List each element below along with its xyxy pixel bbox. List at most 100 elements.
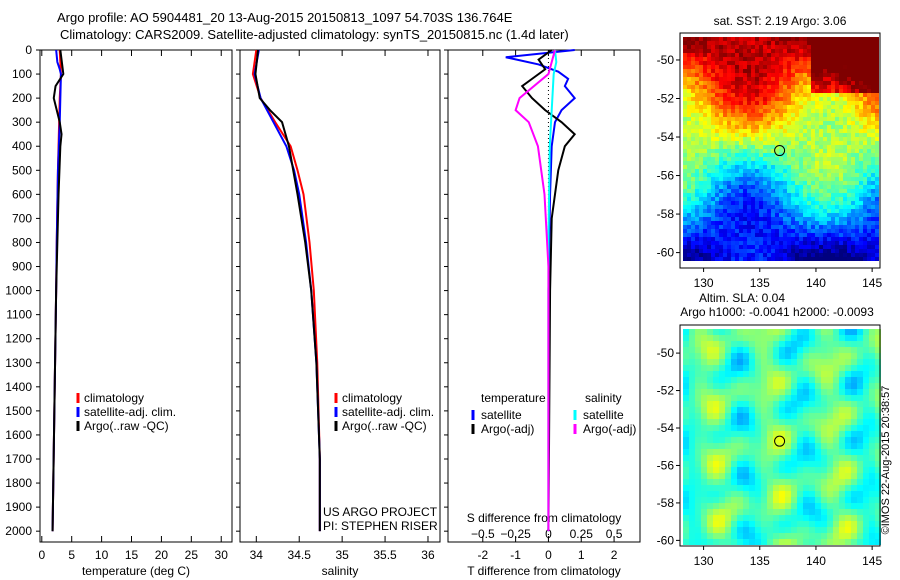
x-tick-label: 30	[215, 548, 229, 562]
sla_map-field	[683, 329, 881, 545]
y-tick-label: -54	[657, 421, 675, 435]
y-tick-label: -52	[657, 384, 675, 398]
y-tick-label: 1500	[5, 404, 32, 418]
legend-label: Argo(-adj)	[481, 422, 534, 436]
series-satellite-adj-clim-	[253, 49, 321, 532]
difference-frame	[447, 49, 641, 543]
legend-label: Argo(..raw -QC)	[342, 419, 427, 433]
y-tick-label: 1600	[5, 428, 32, 442]
legend-label: climatology	[84, 391, 144, 405]
credit-text: ©IMOS 22-Aug-2015 20:38:57	[880, 385, 892, 535]
x-tick-label: 0	[545, 548, 552, 562]
x-tick-label: 35	[335, 548, 349, 562]
series-t-argo-adj-	[520, 49, 577, 532]
temperature-panel: 0 5 10 15 20 25 30 temperature (deg C) 0 100 200 30…	[5, 43, 233, 578]
x2-tick-label: 0.5	[606, 527, 623, 541]
y-tick-label: -54	[657, 130, 675, 144]
title-line1: Argo profile: AO 5904481_20 13-Aug-2015 …	[57, 10, 513, 25]
x-tick-label: -2	[477, 548, 488, 562]
x-tick-label: 35.5	[373, 548, 397, 562]
x2-tick-label: −0.5	[471, 527, 495, 541]
series-climatology	[251, 49, 321, 532]
y-tick-label: 1300	[5, 356, 32, 370]
y-tick-label: -58	[657, 207, 675, 221]
y-tick-label: -50	[657, 346, 675, 360]
y-tick-label: 600	[12, 187, 32, 201]
y-tick-label: 400	[12, 139, 32, 153]
x-tick-label: 140	[806, 554, 826, 568]
series-t-satellite	[505, 49, 577, 532]
y-tick-label: 1900	[5, 500, 32, 514]
salinity-panel: 34 34.5 35 35.5 36 salinity climatologysatelli…	[236, 49, 441, 578]
x-tick-label: 130	[694, 276, 714, 290]
sst-map-title: sat. SST: 2.19 Argo: 3.06	[714, 14, 847, 28]
y-tick-label: -60	[657, 246, 675, 260]
x-tick-label: -1	[510, 548, 521, 562]
legend-label: satellite-adj. clim.	[342, 405, 434, 419]
legend-header: salinity	[585, 391, 622, 405]
difference-xlabel: T difference from climatology	[467, 564, 621, 578]
y-tick-label: 1400	[5, 380, 32, 394]
x-tick-label: 1	[578, 548, 585, 562]
temperature-xlabel: temperature (deg C)	[82, 564, 190, 578]
x-tick-label: 5	[68, 548, 75, 562]
series-argo-raw-qc-	[51, 49, 65, 532]
y-tick-label: -60	[657, 533, 675, 547]
y-tick-label: -56	[657, 169, 675, 183]
salinity-frame	[239, 49, 441, 543]
series-argo-raw-qc-	[254, 49, 321, 532]
x-tick-label: 145	[862, 276, 882, 290]
y-tick-label: 700	[12, 211, 32, 225]
y-tick-label: 100	[12, 67, 32, 81]
x-tick-label: 10	[95, 548, 109, 562]
x-tick-label: 130	[694, 554, 714, 568]
y-tick-label: -58	[657, 496, 675, 510]
x2-tick-label: 0.25	[570, 527, 594, 541]
legend-label: satellite	[583, 408, 624, 422]
sla-map-subtitle: Argo h1000: -0.0041 h2000: -0.0093	[680, 305, 874, 319]
x-tick-label: 145	[862, 554, 882, 568]
x-tick-label: 25	[185, 548, 199, 562]
y-tick-label: 500	[12, 163, 32, 177]
y-tick-label: 1700	[5, 452, 32, 466]
x-tick-label: 34.5	[288, 548, 312, 562]
sla-map-title: Altim. SLA: 0.04	[699, 291, 785, 305]
y-tick-label: 200	[12, 91, 32, 105]
legend-label: Argo(..raw -QC)	[84, 419, 169, 433]
sst_map-field	[683, 37, 879, 261]
title-line2: Climatology: CARS2009. Satellite-adjuste…	[60, 27, 569, 42]
float-position-marker	[774, 435, 786, 447]
x-tick-label: 20	[155, 548, 169, 562]
project-line2: PI: STEPHEN RISER	[323, 519, 438, 533]
y-tick-label: 300	[12, 115, 32, 129]
x-tick-label: 15	[125, 548, 139, 562]
y-tick-label: 1000	[5, 284, 32, 298]
y-tick-label: -50	[657, 53, 675, 67]
y-tick-label: 1800	[5, 476, 32, 490]
sst_map: 130 135 140 145 -50 -52 -54 -56 -58 -60 sat. SST: …	[657, 14, 883, 290]
temperature-frame	[39, 49, 233, 543]
project-line1: US ARGO PROJECT	[323, 505, 438, 519]
map-frame	[679, 324, 881, 547]
y-tick-label: 800	[12, 235, 32, 249]
y-tick-label: -52	[657, 91, 675, 105]
series-s-argo-adj-	[514, 49, 556, 532]
x-tick-label: 0	[38, 548, 45, 562]
difference-panel: -2 -1 0 1 2 T difference from climatology −0.5…	[444, 49, 641, 578]
x-tick-label: 36	[421, 548, 435, 562]
y-tick-label: -56	[657, 458, 675, 472]
x2-label: S difference from climatology	[467, 511, 622, 525]
y-tick-label: 1200	[5, 332, 32, 346]
legend-label: satellite	[481, 408, 522, 422]
legend-label: Argo(-adj)	[583, 422, 636, 436]
x-tick-label: 135	[750, 276, 770, 290]
x-tick-label: 140	[806, 276, 826, 290]
salinity-xlabel: salinity	[322, 564, 359, 578]
legend-label: satellite-adj. clim.	[84, 405, 176, 419]
y-tick-label: 1100	[6, 308, 32, 322]
sla_map: 130 135 140 145 -50 -52 -54 -56 -58 -60 Altim. SLA…	[657, 291, 883, 568]
y-tick-label: 2000	[5, 524, 32, 538]
x-tick-label: 135	[750, 554, 770, 568]
